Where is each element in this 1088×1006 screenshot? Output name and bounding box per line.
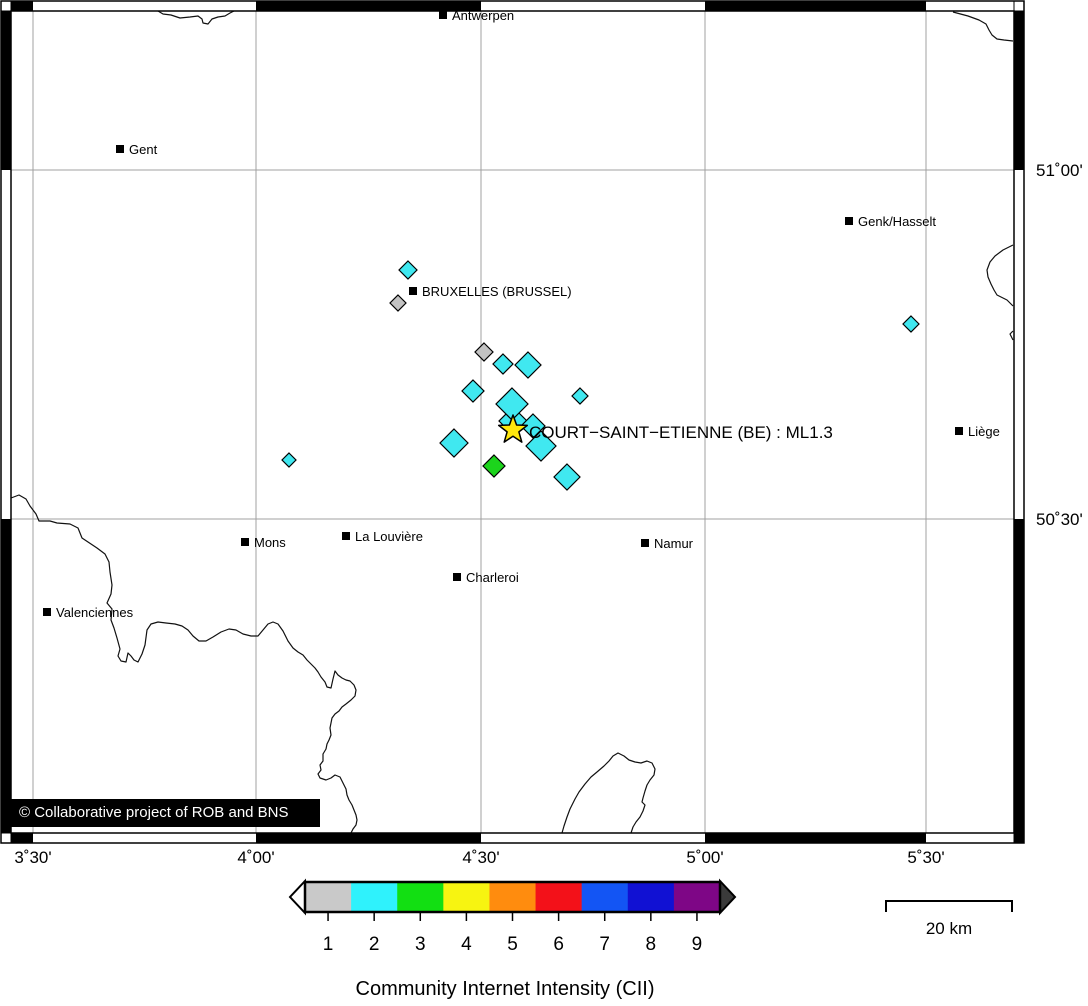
country-border bbox=[1009, 330, 1014, 341]
observation-diamond bbox=[902, 315, 920, 333]
observation-diamond bbox=[520, 413, 546, 439]
map-frame-segment bbox=[1, 519, 11, 833]
legend-arrow-right-icon bbox=[719, 878, 737, 916]
map-frame-segment bbox=[705, 833, 926, 843]
city-label: BRUXELLES (BRUSSEL) bbox=[422, 284, 572, 299]
country-border bbox=[952, 11, 1014, 42]
observation-diamond bbox=[461, 379, 485, 403]
map-frame-segment bbox=[11, 1, 33, 11]
map-frame-segment bbox=[1, 11, 11, 170]
legend-color-cell bbox=[397, 882, 444, 912]
legend-title: Community Internet Intensity (CII) bbox=[355, 978, 655, 1000]
country-border bbox=[561, 752, 656, 834]
country-border bbox=[10, 494, 358, 834]
y-tick-label: 50˚30' bbox=[1036, 510, 1083, 529]
observation-diamond bbox=[281, 452, 297, 468]
scalebar-label: 20 km bbox=[925, 919, 973, 938]
map-frame-segment bbox=[1014, 11, 1024, 170]
legend-tick-label: 5 bbox=[507, 934, 518, 955]
city-label: Namur bbox=[654, 536, 694, 551]
city-label: La Louvière bbox=[355, 529, 423, 544]
city-marker bbox=[845, 217, 853, 225]
map-frame-inner bbox=[10, 10, 1015, 834]
legend-color-cell bbox=[489, 882, 537, 912]
city-marker bbox=[241, 538, 249, 546]
scalebar-bracket bbox=[885, 900, 1013, 912]
legend-tick-label: 8 bbox=[646, 934, 657, 955]
city-marker bbox=[955, 427, 963, 435]
map-frame-corner bbox=[0, 832, 12, 844]
epicenter-label: COURT−SAINT−ETIENNE (BE) : ML1.3 bbox=[529, 423, 833, 442]
map-frame-segment bbox=[1014, 519, 1024, 833]
legend-arrow-left-icon bbox=[288, 878, 306, 916]
legend-tick-label: 2 bbox=[369, 934, 380, 955]
observation-diamond bbox=[482, 454, 506, 478]
y-tick-label: 51˚00' bbox=[1036, 161, 1083, 180]
observation-diamond bbox=[398, 260, 418, 280]
observation-diamond bbox=[492, 353, 514, 375]
city-marker bbox=[409, 287, 417, 295]
legend-color-cell bbox=[673, 882, 721, 912]
epicenter-star bbox=[497, 414, 529, 443]
map-frame-segment bbox=[11, 833, 33, 843]
observation-diamond bbox=[571, 387, 589, 405]
legend-color-cell bbox=[627, 882, 675, 912]
city-marker bbox=[641, 539, 649, 547]
map-frame-segment bbox=[256, 833, 481, 843]
x-tick-label: 4˚00' bbox=[237, 848, 274, 867]
x-tick-label: 5˚00' bbox=[686, 848, 723, 867]
legend-color-cell bbox=[581, 882, 629, 912]
x-tick-label: 3˚30' bbox=[14, 848, 51, 867]
observation-diamond bbox=[389, 294, 407, 312]
copyright-banner: © Collaborative project of ROB and BNS bbox=[11, 799, 320, 827]
observation-diamond bbox=[474, 342, 494, 362]
legend-color-cell bbox=[351, 882, 398, 912]
map-frame-corner bbox=[1013, 832, 1025, 844]
map-frame-corner bbox=[0, 0, 12, 12]
legend-tick-label: 7 bbox=[599, 934, 610, 955]
x-tick-label: 5˚30' bbox=[907, 848, 944, 867]
city-marker bbox=[439, 11, 447, 19]
map-frame-corner bbox=[1013, 0, 1025, 12]
legend-color-cell bbox=[443, 882, 490, 912]
x-tick-label: 4˚30' bbox=[462, 848, 499, 867]
legend-color-cell bbox=[305, 882, 352, 912]
city-label: Antwerpen bbox=[452, 8, 514, 23]
legend-color-cell bbox=[535, 882, 583, 912]
country-border bbox=[157, 10, 235, 25]
map-frame-segment bbox=[705, 1, 926, 11]
observation-diamond bbox=[525, 430, 557, 462]
legend-tick-label: 3 bbox=[415, 934, 426, 955]
city-label: Gent bbox=[129, 142, 158, 157]
observation-diamond bbox=[495, 387, 529, 421]
city-label: Valenciennes bbox=[56, 605, 134, 620]
observation-diamond bbox=[514, 351, 542, 379]
observation-diamond bbox=[553, 463, 581, 491]
legend-tick-label: 1 bbox=[323, 934, 334, 955]
city-marker bbox=[116, 145, 124, 153]
city-marker bbox=[453, 573, 461, 581]
country-border bbox=[986, 244, 1014, 307]
city-label: Genk/Hasselt bbox=[858, 214, 936, 229]
city-marker bbox=[43, 608, 51, 616]
map-frame-segment bbox=[256, 1, 481, 11]
legend-tick-label: 9 bbox=[692, 934, 703, 955]
observation-diamond bbox=[439, 428, 469, 458]
legend-tick-label: 6 bbox=[553, 934, 564, 955]
legend-tick-label: 4 bbox=[461, 934, 472, 955]
city-label: Mons bbox=[254, 535, 286, 550]
city-label: Liège bbox=[968, 424, 1000, 439]
city-marker bbox=[342, 532, 350, 540]
city-label: Charleroi bbox=[466, 570, 519, 585]
map-frame-outer bbox=[0, 0, 1025, 844]
